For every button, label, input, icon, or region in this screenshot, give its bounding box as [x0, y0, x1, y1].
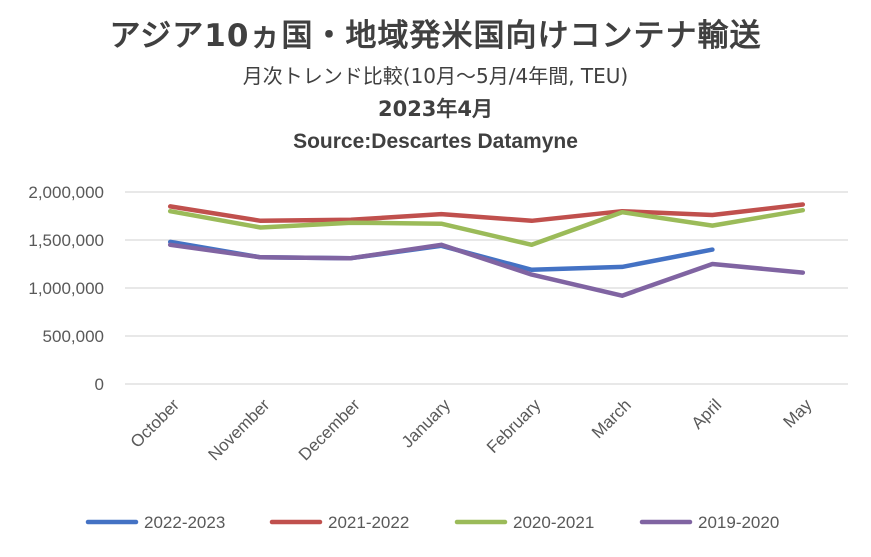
- x-tick-label: May: [779, 395, 815, 431]
- x-tick-label: November: [205, 395, 274, 464]
- chart-source: Source:Descartes Datamyne: [293, 130, 578, 153]
- y-tick-label: 1,500,000: [28, 231, 104, 250]
- legend-label: 2020-2021: [513, 513, 594, 532]
- x-tick-label: December: [295, 395, 364, 464]
- chart-date-label: 2023年4月: [377, 97, 494, 121]
- y-tick-label: 0: [95, 375, 104, 394]
- chart-subtitle: 月次トレンド比較(10月～5月/4年間, TEU): [242, 64, 629, 88]
- x-tick-label: October: [127, 395, 183, 451]
- legend-label: 2019-2020: [698, 513, 779, 532]
- legend-label: 2021-2022: [328, 513, 409, 532]
- x-tick-label: March: [588, 395, 635, 442]
- x-tick-label: January: [398, 395, 455, 452]
- series-line: [167, 207, 806, 248]
- x-tick-label: February: [483, 395, 545, 457]
- y-tick-label: 500,000: [43, 327, 104, 346]
- x-tick-label: April: [688, 395, 725, 432]
- y-tick-label: 2,000,000: [28, 183, 104, 202]
- series-line: [167, 242, 806, 298]
- series-line: [167, 202, 806, 224]
- y-tick-label: 1,000,000: [28, 279, 104, 298]
- legend-label: 2022-2023: [144, 513, 225, 532]
- chart-title: アジア10ヵ国・地域発米国向けコンテナ輸送: [109, 18, 762, 54]
